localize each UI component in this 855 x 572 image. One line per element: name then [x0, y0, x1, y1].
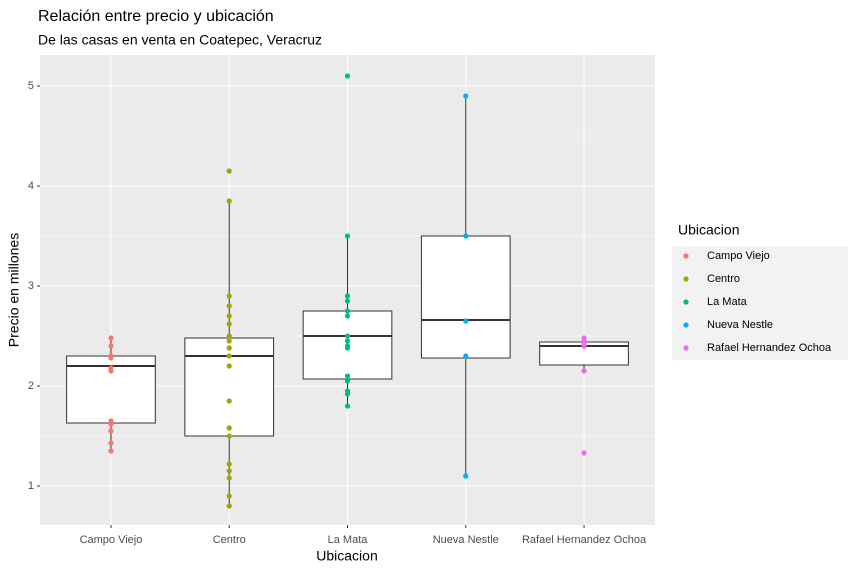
point	[344, 313, 351, 319]
point	[226, 293, 232, 299]
point	[463, 93, 469, 99]
point	[226, 475, 232, 481]
point	[226, 425, 232, 431]
point	[344, 378, 351, 384]
point	[463, 353, 469, 359]
legend-key	[683, 322, 689, 328]
point	[226, 493, 232, 499]
point	[581, 343, 587, 349]
legend-label: La Mata	[707, 296, 748, 308]
x-tick-label: Centro	[213, 534, 246, 546]
y-tick-label: 5	[28, 80, 34, 92]
y-tick-label: 1	[28, 480, 34, 492]
point	[226, 468, 232, 474]
point	[226, 503, 232, 509]
point	[344, 391, 351, 397]
point	[226, 363, 232, 369]
point	[344, 345, 351, 351]
point	[226, 321, 232, 327]
point	[108, 421, 114, 427]
point	[108, 368, 114, 374]
legend-label: Nueva Nestle	[707, 319, 773, 331]
point	[226, 303, 232, 309]
x-tick-label: Rafael Hernandez Ochoa	[522, 534, 647, 546]
legend-key	[683, 345, 689, 351]
point	[226, 461, 232, 467]
point	[581, 368, 587, 374]
point	[108, 448, 114, 454]
point	[581, 450, 587, 456]
point	[463, 318, 469, 324]
y-tick-label: 4	[28, 180, 34, 192]
point	[344, 73, 351, 79]
box	[420, 235, 511, 359]
legend-title: Ubicacion	[678, 222, 739, 238]
y-tick-label: 3	[28, 280, 34, 292]
legend-key	[683, 299, 689, 305]
chart-title: Relación entre precio y ubicación	[38, 8, 274, 25]
point	[226, 345, 232, 351]
point	[226, 338, 232, 344]
point	[226, 313, 232, 319]
point	[344, 338, 351, 344]
point	[226, 433, 232, 439]
point	[226, 168, 232, 174]
point	[226, 398, 232, 404]
legend-keys-bg	[672, 246, 848, 360]
point	[344, 308, 351, 314]
point	[226, 353, 232, 359]
point	[463, 473, 469, 479]
legend-label: Campo Viejo	[707, 250, 770, 262]
x-axis-title: Ubicacion	[316, 548, 377, 564]
legend-label: Centro	[707, 273, 740, 285]
point	[344, 233, 351, 239]
x-tick-label: Campo Viejo	[80, 534, 143, 546]
y-tick-label: 2	[28, 380, 34, 392]
legend-key	[683, 276, 689, 282]
x-tick-label: Nueva Nestle	[433, 534, 499, 546]
point	[463, 233, 469, 239]
point	[108, 440, 114, 446]
legend-key	[683, 253, 689, 259]
point	[344, 373, 351, 379]
point	[108, 355, 114, 361]
point	[344, 403, 351, 409]
point	[108, 428, 114, 434]
point	[108, 343, 114, 349]
point	[226, 333, 232, 339]
point	[226, 198, 232, 204]
y-axis-title: Precio en millones	[6, 233, 22, 347]
point	[108, 335, 114, 341]
point	[344, 298, 351, 304]
point	[344, 333, 351, 339]
legend-label: Rafael Hernandez Ochoa	[707, 342, 832, 354]
box	[184, 337, 275, 437]
chart-subtitle: De las casas en venta en Coatepec, Verac…	[38, 32, 322, 48]
point	[344, 293, 351, 299]
x-tick-label: La Mata	[328, 534, 369, 546]
